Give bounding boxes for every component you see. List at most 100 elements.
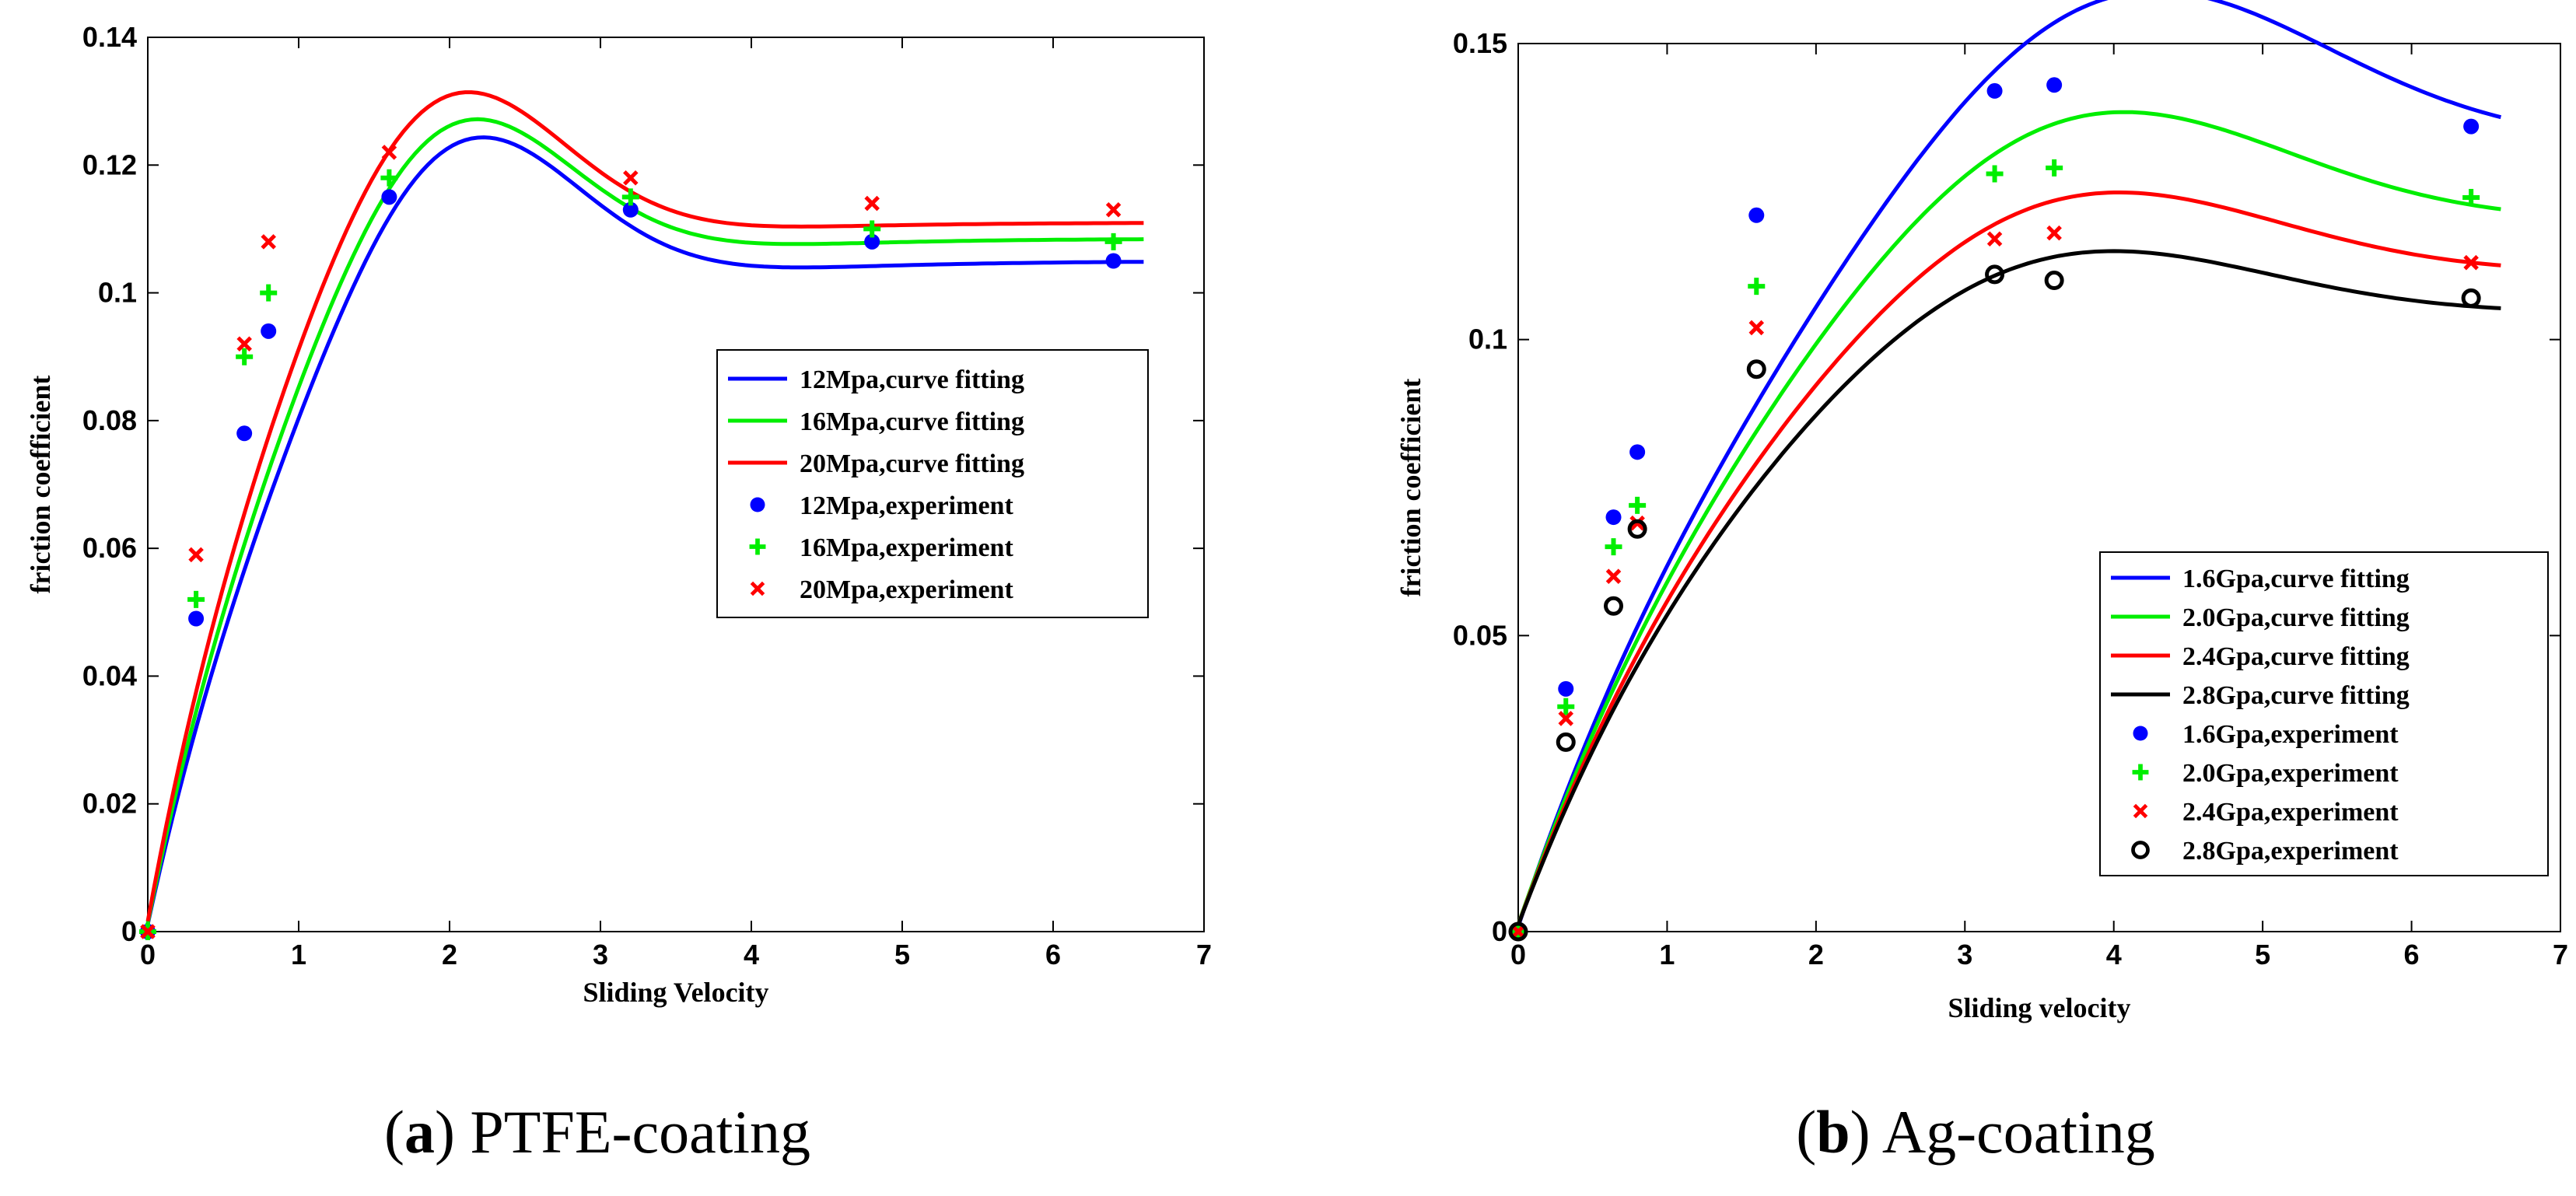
fit-line-2-4gpa xyxy=(1516,191,2501,926)
legend-marker-swatch xyxy=(2131,841,2150,859)
legend-marker-swatch xyxy=(750,581,765,596)
x-axis-label-b: Sliding velocity xyxy=(1948,992,2130,1023)
fit-line-1-6gpa xyxy=(1516,0,2502,928)
legend-marker-swatch xyxy=(749,538,766,555)
caption-text-b: Ag-coating xyxy=(1882,1098,2155,1166)
caption-text-a: PTFE-coating xyxy=(470,1098,810,1166)
x-tick-label: 4 xyxy=(2106,939,2122,970)
legend-marker-swatch xyxy=(750,497,765,512)
data-point-16mpa xyxy=(260,284,278,302)
legend-entry-experiment: 2.8Gpa,experiment xyxy=(2182,837,2399,866)
data-point-2-8gpa xyxy=(2044,271,2064,291)
data-point-12mpa xyxy=(622,201,639,218)
x-tick-label: 0 xyxy=(1510,939,1526,970)
legend-entry-fit: 2.0Gpa,curve fitting xyxy=(2182,603,2410,632)
x-tick-label: 6 xyxy=(2404,939,2420,970)
data-point-2-4gpa xyxy=(1986,231,2003,247)
data-point-1-6gpa xyxy=(2046,77,2063,93)
data-point-2-0gpa xyxy=(1986,165,2004,183)
data-point-2-0gpa xyxy=(1557,698,1575,715)
legend-box xyxy=(2099,551,2549,876)
fit-line-20mpa xyxy=(145,90,1144,922)
data-point-2-0gpa xyxy=(1605,538,1622,556)
fit-curves-a xyxy=(145,90,1144,925)
fit-line-16mpa xyxy=(145,117,1144,924)
y-tick-label: 0.14 xyxy=(82,21,137,53)
legend-a: 12Mpa,curve fitting 16Mpa,curve fitting 20… xyxy=(716,349,1149,618)
caption-a: (a) PTFE-coating xyxy=(384,1098,810,1166)
data-point-2-0gpa xyxy=(1748,278,1766,296)
data-point-2-8gpa xyxy=(1508,921,1528,942)
panel-b-ag-coating: 0 1 2 3 4 5 6 7 0 0.05 0.1 0.15 Sliding velocity fr… xyxy=(1395,0,2568,1166)
data-point-20mpa xyxy=(864,195,880,212)
x-tick-label: 3 xyxy=(593,939,608,970)
fit-line-2-8gpa xyxy=(1516,249,2501,926)
data-point-20mpa xyxy=(381,145,397,160)
data-point-1-6gpa xyxy=(1629,444,1646,460)
data-point-2-0gpa xyxy=(1629,496,1647,514)
data-point-2-0gpa xyxy=(2462,188,2480,206)
data-point-12mpa xyxy=(864,233,880,250)
data-point-2-4gpa xyxy=(1748,320,1765,336)
legend-entry-fit: 20Mpa,curve fitting xyxy=(800,449,1024,478)
data-point-1-6gpa xyxy=(1558,680,1574,697)
legend-b: 1.6Gpa,curve fitting 2.0Gpa,curve fitting… xyxy=(2099,551,2549,876)
legend-entry-fit: 2.4Gpa,curve fitting xyxy=(2182,642,2410,671)
x-tick-label: 2 xyxy=(1808,939,1824,970)
legend-marker-swatch xyxy=(2132,764,2149,781)
legend-entry-experiment: 1.6Gpa,experiment xyxy=(2182,720,2399,749)
x-tick-label: 5 xyxy=(894,939,910,970)
data-point-1-6gpa xyxy=(1605,509,1622,526)
data-point-20mpa xyxy=(188,547,204,563)
x-tick-label: 3 xyxy=(1957,939,1972,970)
legend-entry-experiment: 2.0Gpa,experiment xyxy=(2182,759,2399,788)
legend-box xyxy=(716,349,1149,618)
legend-entry-fit: 12Mpa,curve fitting xyxy=(800,365,1024,394)
data-point-12mpa xyxy=(381,189,397,205)
data-point-20mpa xyxy=(1105,202,1122,218)
panel-a-ptfe-coating: 0 1 2 3 4 5 6 7 0 0.02 0.04 0.06 0.08 0.1 0.12 0.14 Sli… xyxy=(25,21,1212,1166)
data-point-2-4gpa xyxy=(1605,568,1622,584)
data-point-2-8gpa xyxy=(1604,596,1624,616)
experiment-points-a xyxy=(139,145,1122,940)
data-point-16mpa xyxy=(1104,233,1122,250)
axis-ticks-a: 0 1 2 3 4 5 6 7 0 0.02 0.04 0.06 0.08 0.1 0.12 0.14 xyxy=(82,21,1212,970)
data-point-1-6gpa xyxy=(2463,118,2480,135)
fit-line-2-0gpa xyxy=(1516,110,2501,925)
data-point-16mpa xyxy=(380,169,398,187)
y-tick-label: 0.1 xyxy=(98,277,137,309)
data-point-1-6gpa xyxy=(1748,207,1765,223)
data-point-20mpa xyxy=(140,924,156,939)
legend-entry-fit: 1.6Gpa,curve fitting xyxy=(2182,565,2410,593)
experiment-points-b xyxy=(1508,77,2481,942)
y-tick-label: 0.1 xyxy=(1468,323,1507,355)
legend-entry-experiment: 16Mpa,experiment xyxy=(800,533,1013,562)
y-tick-label: 0 xyxy=(1492,915,1507,947)
data-point-2-8gpa xyxy=(2461,288,2481,308)
legend-entry-experiment: 12Mpa,experiment xyxy=(800,491,1013,520)
data-point-12mpa xyxy=(261,323,277,339)
data-point-2-8gpa xyxy=(1985,264,2005,285)
data-point-2-8gpa xyxy=(1556,732,1576,752)
axis-ticks-b: 0 1 2 3 4 5 6 7 0 0.05 0.1 0.15 xyxy=(1453,27,2568,970)
y-axis-label-b: friction coefficient xyxy=(1395,379,1426,597)
caption-b: (b) Ag-coating xyxy=(1796,1098,2154,1166)
legend-entry-experiment: 20Mpa,experiment xyxy=(800,575,1013,604)
y-tick-label: 0.06 xyxy=(82,532,137,564)
data-point-2-4gpa xyxy=(1558,711,1574,726)
x-tick-label: 0 xyxy=(140,939,156,970)
legend-entry-fit: 16Mpa,curve fitting xyxy=(800,407,1024,436)
caption-letter-a: a xyxy=(404,1098,435,1166)
data-point-12mpa xyxy=(188,610,205,627)
data-point-2-8gpa xyxy=(1746,359,1766,379)
data-point-2-0gpa xyxy=(2046,159,2063,177)
data-point-1-6gpa xyxy=(1986,82,2003,99)
y-tick-label: 0.05 xyxy=(1453,619,1507,651)
x-tick-label: 7 xyxy=(1196,939,1212,970)
data-point-2-4gpa xyxy=(2046,225,2062,241)
data-point-20mpa xyxy=(236,336,252,352)
data-point-20mpa xyxy=(623,170,639,186)
x-tick-label: 1 xyxy=(1659,939,1675,970)
y-tick-label: 0.12 xyxy=(82,149,137,180)
